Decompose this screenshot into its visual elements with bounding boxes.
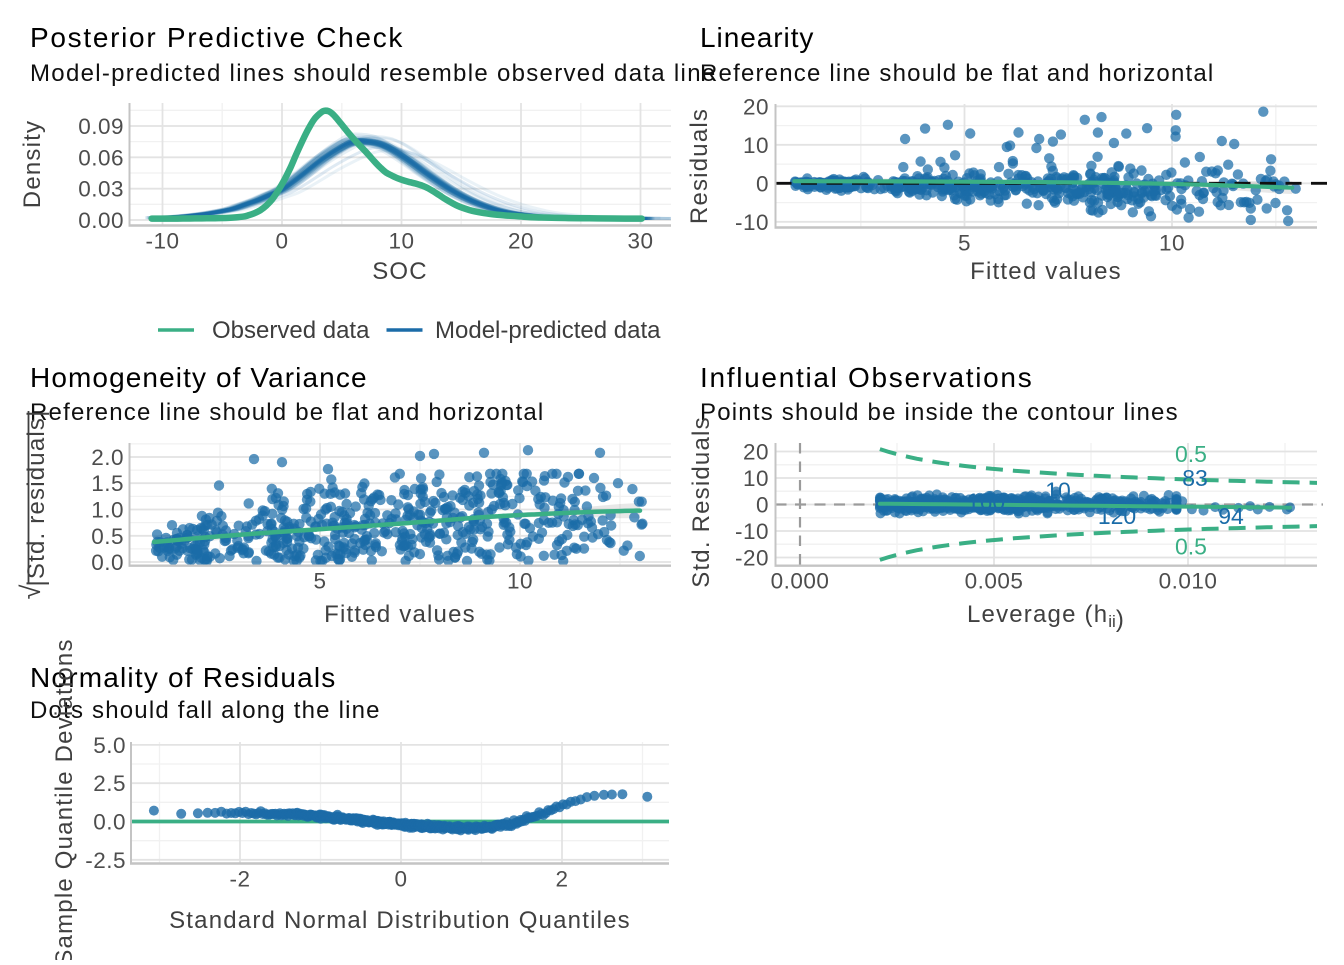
svg-text:0.06: 0.06 — [78, 145, 124, 170]
svg-text:20: 20 — [743, 94, 769, 119]
svg-text:-2: -2 — [229, 867, 250, 892]
svg-text:0.010: 0.010 — [1159, 569, 1218, 594]
svg-text:SOC: SOC — [372, 258, 428, 285]
svg-text:Dots should fall along the lin: Dots should fall along the line — [30, 697, 381, 724]
svg-text:Linearity: Linearity — [700, 22, 814, 53]
svg-text:83: 83 — [1182, 465, 1208, 491]
svg-text:5: 5 — [958, 231, 971, 256]
svg-text:2: 2 — [555, 867, 568, 892]
svg-text:0: 0 — [756, 171, 769, 196]
svg-text:0.5: 0.5 — [1175, 441, 1207, 467]
svg-text:120: 120 — [1098, 503, 1136, 529]
svg-text:10: 10 — [388, 229, 414, 254]
svg-text:-20: -20 — [735, 546, 769, 571]
svg-text:Fitted values: Fitted values — [970, 258, 1122, 285]
svg-text:Observed data: Observed data — [212, 317, 370, 344]
svg-text:10: 10 — [1159, 231, 1185, 256]
svg-text:2.5: 2.5 — [93, 771, 126, 796]
svg-text:5.0: 5.0 — [93, 733, 126, 758]
svg-text:Homogeneity of Variance: Homogeneity of Variance — [30, 362, 368, 393]
svg-text:-10: -10 — [735, 210, 769, 235]
svg-text:Fitted values: Fitted values — [324, 601, 476, 628]
svg-text:Sample Quantile Deviations: Sample Quantile Deviations — [51, 638, 78, 960]
svg-text:0.5: 0.5 — [91, 524, 124, 549]
svg-text:0.03: 0.03 — [78, 177, 124, 202]
svg-text:20: 20 — [743, 440, 769, 465]
svg-text:Reference line should be flat: Reference line should be flat and horizo… — [30, 399, 544, 426]
svg-text:0: 0 — [275, 229, 288, 254]
svg-text:Standard Normal Distribution Q: Standard Normal Distribution Quantiles — [169, 907, 631, 934]
svg-text:Model-predicted data: Model-predicted data — [435, 317, 661, 344]
svg-text:-2.5: -2.5 — [85, 848, 126, 873]
svg-text:0: 0 — [394, 867, 407, 892]
svg-text:20: 20 — [508, 229, 534, 254]
svg-text:0.0: 0.0 — [91, 550, 124, 575]
svg-text:0.000: 0.000 — [771, 569, 830, 594]
svg-text:0.005: 0.005 — [965, 569, 1024, 594]
svg-text:√: √ — [16, 584, 46, 599]
svg-text:Posterior Predictive Check: Posterior Predictive Check — [30, 22, 404, 53]
svg-text:10: 10 — [743, 133, 769, 158]
svg-text:1.5: 1.5 — [91, 471, 124, 496]
svg-text:|Std. residuals|: |Std. residuals| — [23, 409, 50, 586]
svg-text:0.00: 0.00 — [78, 208, 124, 233]
svg-text:0.09: 0.09 — [78, 114, 124, 139]
svg-text:Reference line should be flat: Reference line should be flat and horizo… — [700, 60, 1214, 87]
svg-text:Density: Density — [19, 120, 46, 208]
svg-text:0.5: 0.5 — [1175, 534, 1207, 560]
svg-text:Influential Observations: Influential Observations — [700, 362, 1033, 393]
svg-text:0: 0 — [756, 493, 769, 518]
svg-text:Std. Residuals: Std. Residuals — [688, 416, 715, 588]
svg-text:1.0: 1.0 — [91, 498, 124, 523]
svg-text:5: 5 — [313, 569, 326, 594]
svg-text:-10: -10 — [145, 229, 179, 254]
svg-text:10: 10 — [507, 569, 533, 594]
svg-text:Model-predicted lines should r: Model-predicted lines should resemble ob… — [30, 60, 717, 87]
svg-text:-10: -10 — [735, 519, 769, 544]
svg-text:0.0: 0.0 — [93, 810, 126, 835]
svg-text:94: 94 — [1218, 503, 1244, 529]
svg-text:10: 10 — [743, 466, 769, 491]
svg-text:160: 160 — [967, 489, 1005, 515]
svg-text:Leverage (hii): Leverage (hii) — [967, 601, 1125, 633]
svg-text:10: 10 — [1045, 478, 1071, 504]
svg-text:30: 30 — [627, 229, 653, 254]
svg-text:Residuals: Residuals — [686, 108, 713, 224]
svg-text:Normality of Residuals: Normality of Residuals — [30, 662, 337, 693]
svg-text:Points should be inside the co: Points should be inside the contour line… — [700, 399, 1179, 426]
svg-text:2.0: 2.0 — [91, 445, 124, 470]
